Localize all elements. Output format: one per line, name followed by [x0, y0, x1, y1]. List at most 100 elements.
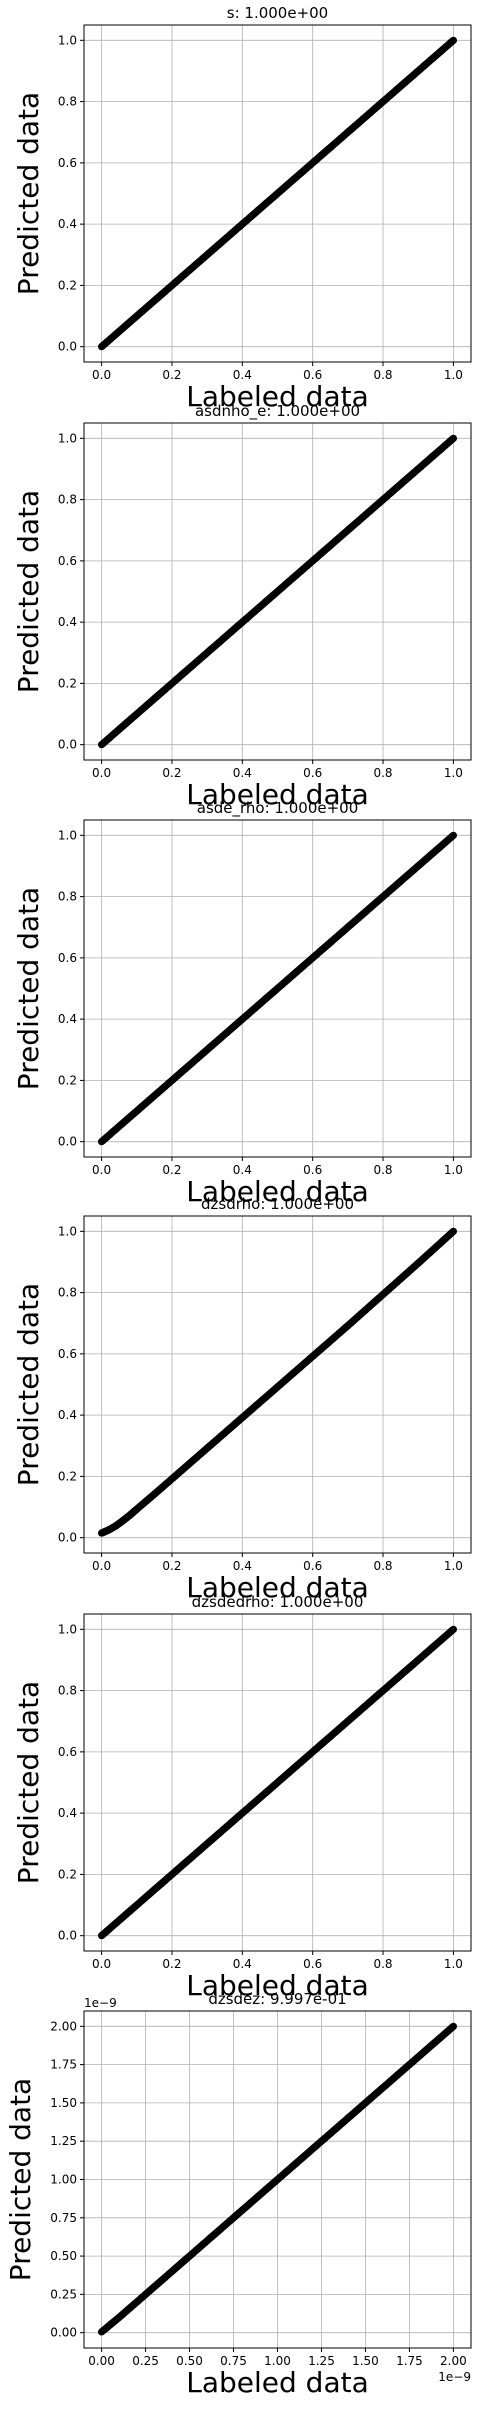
- y-tick-label: 0.6: [58, 1347, 77, 1361]
- y-tick-label: 0.2: [58, 278, 77, 292]
- y-tick-label: 0.2: [58, 1867, 77, 1881]
- y-tick-label: 0.0: [58, 1135, 77, 1149]
- x-tick-label: 0.50: [176, 2354, 203, 2368]
- x-tick-label: 0.6: [303, 1163, 322, 1177]
- y-tick-label: 1.00: [50, 2173, 77, 2187]
- x-axis-label: Labeled data: [186, 2366, 369, 2399]
- y-axis-label: Predicted data: [12, 490, 45, 693]
- x-axis-label: Labeled data: [186, 1175, 369, 1208]
- subplot-1: 0.0 0.2 0.4 0.6 0.8 1.0 0.0 0.2 0.4 0.6 0.8 1.0 s: 1…: [12, 4, 472, 413]
- data-point: [449, 36, 458, 44]
- x-axis-label: Labeled data: [186, 1969, 369, 2002]
- data-point: [449, 1625, 458, 1633]
- subplot-3: 0.0 0.2 0.4 0.6 0.8 1.0 0.0 0.2 0.4 0.6 0.8 1.0 asde…: [12, 799, 472, 1208]
- data-points: [97, 2022, 458, 2336]
- y-tick-label: 1.25: [50, 2134, 77, 2148]
- y-tick-label: 0.50: [50, 2249, 77, 2263]
- x-tick-label: 0.00: [88, 2354, 115, 2368]
- subplot-title: dzsdrho: 1.000e+00: [201, 1195, 354, 1213]
- x-tick-label: 0.0: [92, 1163, 111, 1177]
- x-axis-label: Labeled data: [186, 380, 369, 413]
- y-tick-label: 0.8: [58, 1684, 77, 1698]
- x-tick-label: 1.0: [444, 1559, 463, 1573]
- subplot-title: dzsdedrho: 1.000e+00: [192, 1593, 364, 1611]
- y-axis-label: Predicted data: [12, 1681, 45, 1884]
- x-axis-label: Labeled data: [186, 778, 369, 811]
- data-point: [449, 434, 458, 442]
- x-tick-label: 0.2: [162, 1163, 181, 1177]
- x-tick-label: 0.6: [303, 766, 322, 780]
- x-tick-label: 0.0: [92, 1559, 111, 1573]
- x-tick-label: 0.4: [233, 1559, 252, 1573]
- y-axis-label: Predicted data: [4, 2078, 37, 2281]
- x-tick-label: 1.0: [444, 1957, 463, 1971]
- x-tick-label: 0.4: [233, 1163, 252, 1177]
- axes-frame: [83, 819, 472, 1158]
- y-tick-label: 0.6: [58, 156, 77, 170]
- x-tick-label: 0.2: [162, 1957, 181, 1971]
- subplot-title: asdnho_e: 1.000e+00: [195, 402, 360, 421]
- x-tick-label: 1.75: [396, 2354, 423, 2368]
- y-tick-label: 0.4: [58, 217, 77, 231]
- x-tick-label: 1.0: [444, 368, 463, 382]
- y-tick-label: 1.50: [50, 2096, 77, 2110]
- x-tick-label: 1.0: [444, 1163, 463, 1177]
- y-offset-text: 1e−9: [84, 1996, 117, 2010]
- y-tick-label: 0.00: [50, 2326, 77, 2340]
- axes-frame: [83, 24, 472, 363]
- y-tick-label: 1.0: [58, 431, 77, 445]
- x-tick-label: 2.00: [440, 2354, 467, 2368]
- subplot-title: asde_rho: 1.000e+00: [197, 799, 359, 818]
- y-tick-label: 1.0: [58, 33, 77, 47]
- x-tick-label: 0.75: [220, 2354, 247, 2368]
- y-tick-label: 0.0: [58, 1531, 77, 1545]
- x-axis-label: Labeled data: [186, 1571, 369, 1604]
- subplot-6: 0.00 0.25 0.50 0.75 1.00 1.25 1.50 1.75 2.00 0.00…: [4, 1990, 472, 2399]
- x-tick-label: 1.50: [352, 2354, 379, 2368]
- x-tick-label: 0.0: [92, 1957, 111, 1971]
- data-points: [97, 434, 458, 749]
- x-tick-label: 0.8: [373, 1559, 392, 1573]
- x-tick-label: 0.6: [303, 1957, 322, 1971]
- y-tick-label: 0.6: [58, 951, 77, 965]
- data-point: [449, 2022, 458, 2030]
- subplot-4: 0.0 0.2 0.4 0.6 0.8 1.0 0.0 0.2 0.4 0.6 0.8 1.0 dzsd…: [12, 1195, 472, 1604]
- y-tick-label: 0.4: [58, 1012, 77, 1026]
- x-tick-label: 0.4: [233, 766, 252, 780]
- x-tick-label: 0.2: [162, 766, 181, 780]
- y-tick-label: 0.8: [58, 1286, 77, 1300]
- data-point: [449, 1227, 458, 1235]
- x-tick-label: 0.0: [92, 368, 111, 382]
- y-tick-label: 0.0: [58, 738, 77, 752]
- x-tick-label: 1.25: [308, 2354, 335, 2368]
- y-tick-label: 1.0: [58, 828, 77, 842]
- axes-frame: [83, 1215, 472, 1554]
- y-axis-label: Predicted data: [12, 1283, 45, 1486]
- y-axis-label: Predicted data: [12, 887, 45, 1090]
- axes-frame: [83, 422, 472, 761]
- data-points: [97, 1625, 458, 1940]
- x-tick-label: 1.00: [264, 2354, 291, 2368]
- axes-frame: [83, 1613, 472, 1952]
- subplot-2: 0.0 0.2 0.4 0.6 0.8 1.0 0.0 0.2 0.4 0.6 0.8 1.0 asdn…: [12, 402, 472, 811]
- y-tick-label: 0.8: [58, 493, 77, 507]
- data-points: [97, 1227, 458, 1537]
- y-tick-label: 2.00: [50, 2019, 77, 2033]
- y-tick-label: 0.25: [50, 2287, 77, 2301]
- x-tick-label: 0.2: [162, 1559, 181, 1573]
- y-tick-label: 0.2: [58, 1469, 77, 1483]
- y-tick-label: 0.2: [58, 1073, 77, 1087]
- x-tick-label: 1.0: [444, 766, 463, 780]
- subplot-title: dzsdez: 9.997e-01: [208, 1990, 346, 2008]
- x-tick-label: 0.8: [373, 1957, 392, 1971]
- data-points: [97, 36, 458, 351]
- y-tick-label: 0.2: [58, 676, 77, 690]
- x-tick-label: 0.2: [162, 368, 181, 382]
- y-tick-label: 1.75: [50, 2058, 77, 2072]
- subplot-title: s: 1.000e+00: [227, 4, 328, 22]
- x-tick-label: 0.8: [373, 1163, 392, 1177]
- x-offset-text: 1e−9: [438, 2370, 471, 2384]
- y-tick-label: 0.0: [58, 340, 77, 354]
